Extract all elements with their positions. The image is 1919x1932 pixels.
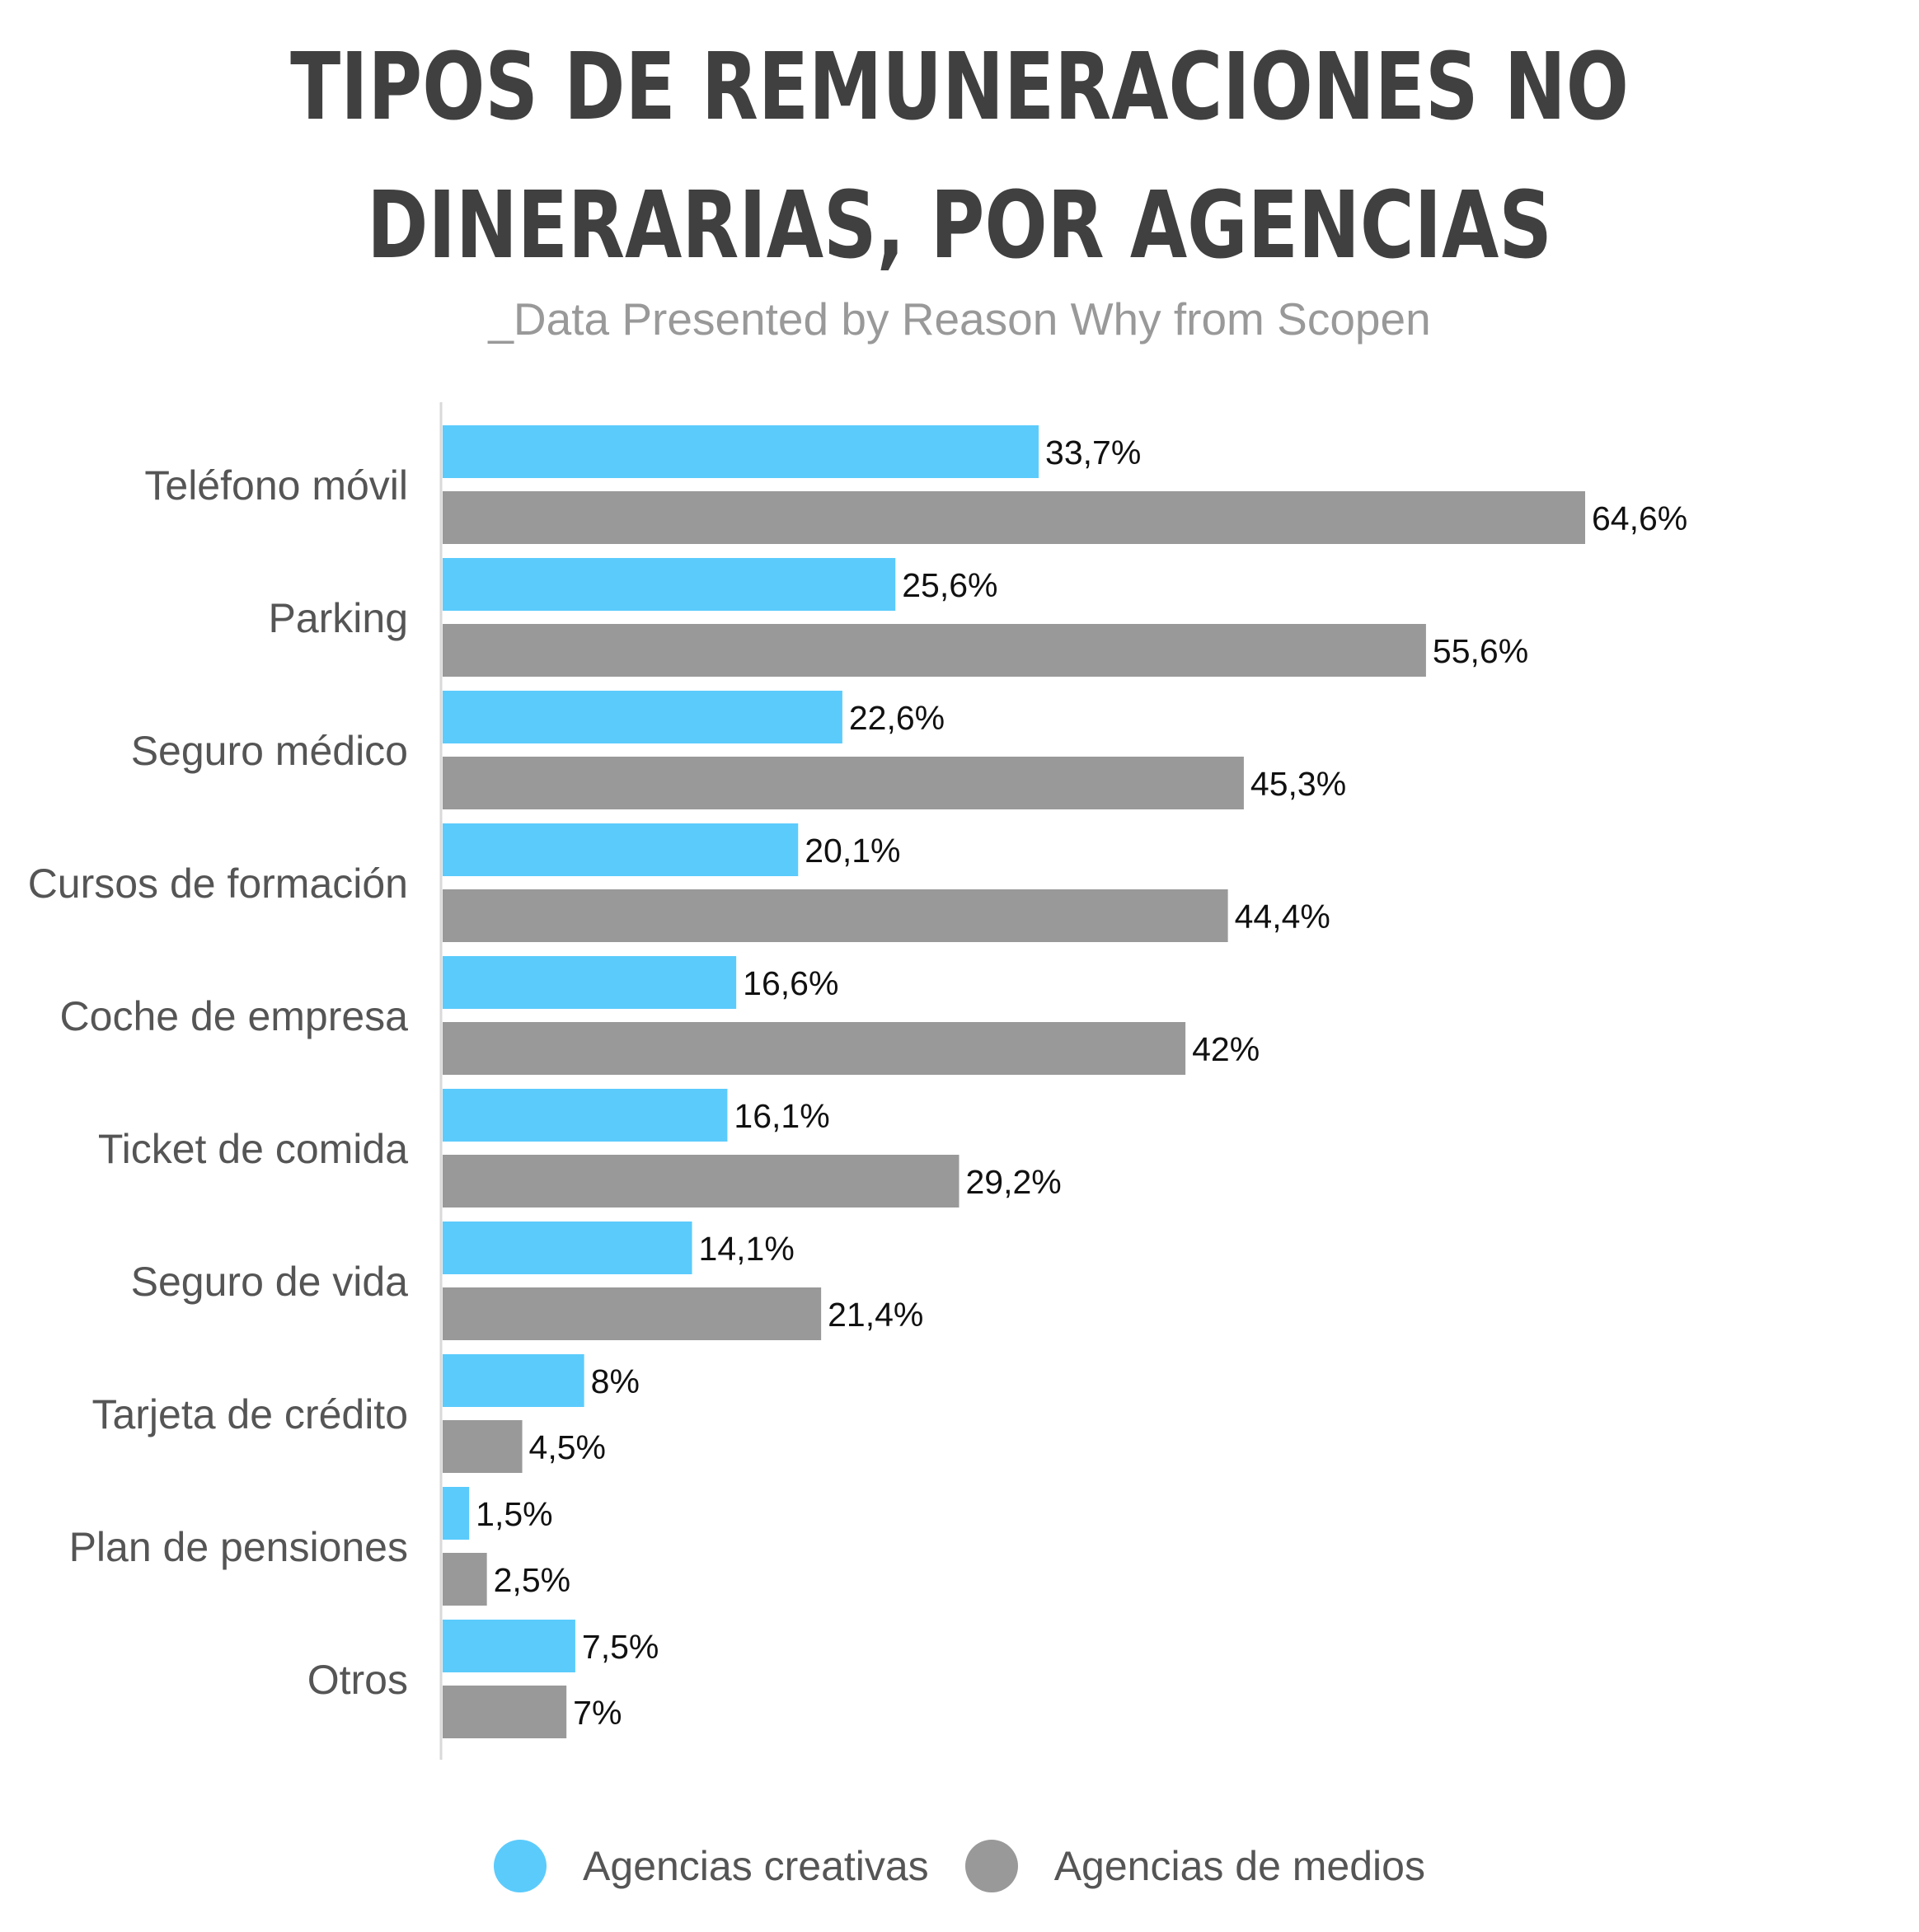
data-label: 64,6%: [1592, 499, 1687, 537]
data-label: 44,4%: [1235, 898, 1330, 936]
data-label: 29,2%: [965, 1163, 1061, 1201]
data-label: 4,5%: [529, 1428, 606, 1466]
data-label: 22,6%: [849, 699, 945, 737]
bar-agencias-creativas: [443, 956, 737, 1009]
data-label: 7,5%: [582, 1628, 659, 1666]
bar-agencias-medios: [443, 889, 1228, 942]
bar-agencias-medios: [443, 1022, 1186, 1075]
legend-label-medios: Agencias de medios: [1053, 1843, 1425, 1889]
data-label: 55,6%: [1433, 632, 1528, 670]
bar-agencias-creativas: [443, 1222, 692, 1274]
bar-agencias-medios: [443, 1287, 822, 1340]
bar-agencias-medios: [443, 1155, 960, 1208]
bar-agencias-medios: [443, 1686, 567, 1738]
category-label: Teléfono móvil: [144, 462, 408, 509]
bar-agencias-creativas: [443, 823, 799, 876]
data-label: 1,5%: [476, 1495, 552, 1533]
bar-agencias-creativas: [443, 1487, 470, 1540]
data-label: 8%: [591, 1362, 640, 1400]
bar-agencias-creativas: [443, 425, 1039, 478]
bar-agencias-medios: [443, 624, 1426, 677]
chart-subtitle: _Data Presented by Reason Why from Scope…: [488, 293, 1431, 345]
data-label: 7%: [573, 1694, 622, 1732]
data-label: 20,1%: [805, 832, 900, 870]
chart-title-line-1: TIPOS DE REMUNERACIONES NO: [290, 34, 1629, 141]
bar-agencias-medios: [443, 1420, 523, 1473]
category-label: Parking: [268, 595, 408, 641]
bar-agencias-creativas: [443, 1354, 584, 1407]
legend-swatch-medios: [964, 1840, 1018, 1892]
bar-agencias-medios: [443, 757, 1244, 809]
category-label: Seguro médico: [131, 728, 408, 774]
legend-item-medios: Agencias de medios: [964, 1840, 1425, 1892]
data-label: 25,6%: [902, 566, 997, 604]
data-label: 21,4%: [828, 1296, 923, 1334]
legend-swatch-creativas: [494, 1840, 547, 1892]
bar-agencias-creativas: [443, 691, 842, 743]
data-label: 33,7%: [1045, 434, 1141, 471]
data-label: 42%: [1192, 1030, 1260, 1068]
data-label: 16,1%: [734, 1097, 829, 1135]
category-label: Otros: [307, 1657, 408, 1703]
bar-agencias-creativas: [443, 558, 896, 611]
chart-title-line-2: DINERARIAS, POR AGENCIAS: [367, 172, 1552, 279]
category-label: Seguro de vida: [131, 1259, 409, 1305]
data-label: 16,6%: [743, 964, 838, 1002]
category-label: Cursos de formación: [28, 860, 408, 907]
category-label: Tarjeta de crédito: [91, 1391, 408, 1437]
bar-agencias-creativas: [443, 1089, 728, 1142]
legend-item-creativas: Agencias creativas: [494, 1840, 929, 1892]
category-label: Ticket de comida: [98, 1126, 408, 1172]
chart-title: TIPOS DE REMUNERACIONES NO DINERARIAS, P…: [192, 18, 1727, 295]
bar-agencias-medios: [443, 491, 1585, 544]
data-label: 2,5%: [494, 1561, 570, 1599]
bar-chart: Teléfono móvil 33,7% 64,6% Parking 25,6% 55,6…: [28, 402, 1687, 1760]
legend-label-creativas: Agencias creativas: [583, 1843, 929, 1889]
data-label: 45,3%: [1250, 765, 1346, 803]
data-label: 14,1%: [699, 1230, 795, 1268]
legend: Agencias creativas Agencias de medios: [0, 1833, 1919, 1899]
category-label: Coche de empresa: [60, 993, 409, 1039]
bar-agencias-creativas: [443, 1620, 575, 1672]
category-label: Plan de pensiones: [69, 1524, 408, 1570]
bar-agencias-medios: [443, 1553, 487, 1606]
